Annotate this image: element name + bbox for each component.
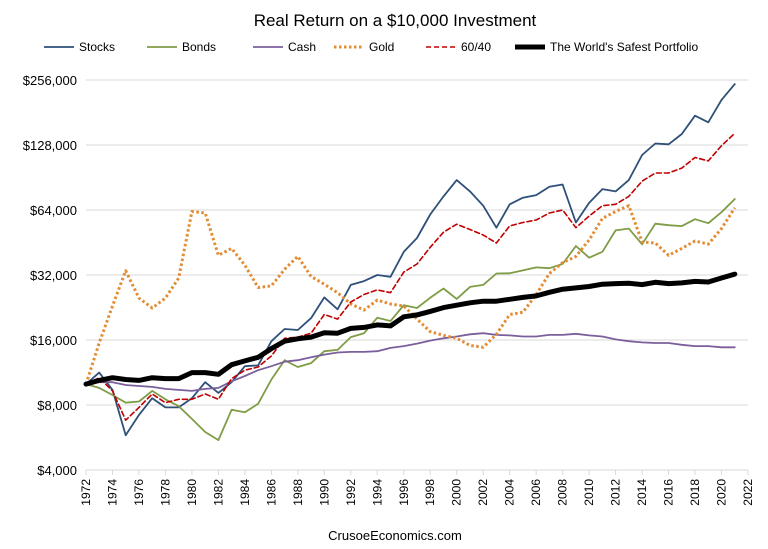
x-tick-label: 2022 <box>741 479 755 506</box>
x-tick-label: 1998 <box>423 479 437 506</box>
x-tick-label: 2006 <box>529 479 543 506</box>
y-tick-label: $64,000 <box>30 203 77 218</box>
x-tick-label: 2004 <box>503 479 517 506</box>
legend-label: Bonds <box>182 40 216 54</box>
legend-label: Gold <box>369 40 394 54</box>
x-tick-label: 1988 <box>291 479 305 506</box>
x-tick-label: 2002 <box>476 479 490 506</box>
y-tick-label: $8,000 <box>37 398 77 413</box>
x-tick-label: 1972 <box>79 479 93 506</box>
x-tick-label: 2012 <box>609 479 623 506</box>
x-tick-label: 2000 <box>450 479 464 506</box>
x-tick-label: 2008 <box>556 479 570 506</box>
x-tick-label: 1986 <box>264 479 278 506</box>
y-axis: $4,000 $8,000 $16,000 $32,000 $64,000 $128,00… <box>23 73 77 478</box>
y-tick-label: $16,000 <box>30 333 77 348</box>
y-tick-label: $128,000 <box>23 138 77 153</box>
x-tick-label: 1982 <box>211 479 225 506</box>
series-line-3 <box>85 332 736 392</box>
legend-label: The World's Safest Portfolio <box>550 40 698 54</box>
y-tick-label: $256,000 <box>23 73 77 88</box>
y-tick-label: $4,000 <box>37 463 77 478</box>
x-tick-label: 1992 <box>344 479 358 506</box>
x-tick-label: 1980 <box>185 479 199 506</box>
series-line-1 <box>85 83 736 437</box>
x-axis: 1972 1974 1976 1978 1980 1982 1984 1986 1988 1990… <box>79 469 755 506</box>
x-tick-label: 2010 <box>582 479 596 506</box>
grid-lines <box>86 79 748 406</box>
legend-label: 60/40 <box>461 40 491 54</box>
x-tick-label: 1978 <box>158 479 172 506</box>
chart-footer: CrusoeEconomics.com <box>328 528 462 543</box>
series-line-2 <box>85 198 736 442</box>
x-tick-label: 1984 <box>238 479 252 506</box>
legend-label: Stocks <box>79 40 115 54</box>
x-tick-label: 1990 <box>317 479 331 506</box>
x-tick-label: 1996 <box>397 479 411 506</box>
x-tick-label: 1994 <box>370 479 384 506</box>
x-tick-label: 2018 <box>688 479 702 506</box>
series-lines <box>83 83 738 442</box>
x-tick-label: 1974 <box>105 479 119 506</box>
legend: Stocks Bonds Cash Gold 60/40 The World's Safe… <box>44 40 698 54</box>
x-tick-label: 1976 <box>132 479 146 506</box>
series-line-6 <box>83 271 738 387</box>
legend-label: Cash <box>288 40 316 54</box>
series-line-5 <box>85 132 736 422</box>
x-tick-label: 2014 <box>635 479 649 506</box>
chart-title: Real Return on a $10,000 Investment <box>254 11 537 30</box>
y-tick-label: $32,000 <box>30 268 77 283</box>
x-tick-label: 2020 <box>715 479 729 506</box>
x-tick-label: 2016 <box>662 479 676 506</box>
